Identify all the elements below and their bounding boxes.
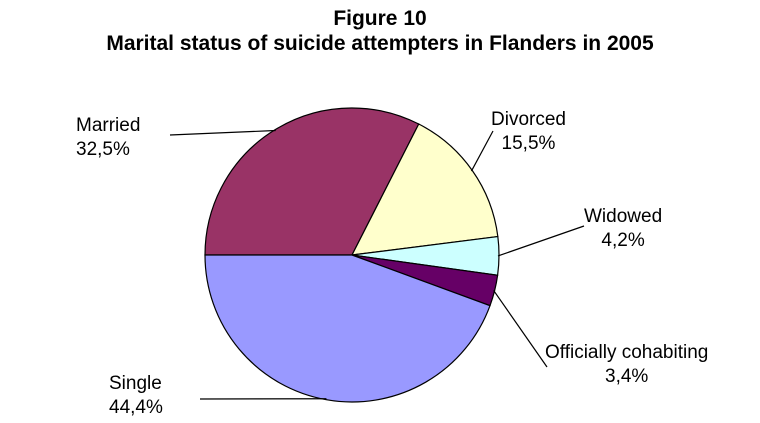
- pie-slice-married: [204, 107, 420, 256]
- slice-percent-married: 32,5%: [76, 139, 130, 160]
- leader-line-officially-cohabiting: [493, 290, 548, 368]
- leader-line-widowed: [497, 225, 585, 257]
- leader-line-divorced: [470, 130, 494, 172]
- slice-percent-single: 44,4%: [109, 397, 163, 418]
- slice-percent-widowed: 4,2%: [601, 230, 645, 251]
- slice-name-single: Single: [109, 373, 162, 394]
- leader-line-married: [169, 129, 276, 136]
- slice-name-married: Married: [76, 115, 141, 136]
- slice-name-divorced: Divorced: [491, 109, 566, 130]
- slice-label-married: Married 32,5%: [76, 114, 140, 162]
- slice-percent-officially-cohabiting: 3,4%: [605, 366, 649, 387]
- slice-label-divorced: Divorced 15,5%: [491, 108, 566, 156]
- slice-label-widowed: Widowed 4,2%: [584, 205, 662, 253]
- slice-label-officially-cohabiting: Officially cohabiting 3,4%: [545, 341, 708, 389]
- pie-slice-single: [204, 254, 491, 403]
- chart-subtitle: Marital status of suicide attempters in …: [106, 32, 654, 55]
- slice-name-officially-cohabiting: Officially cohabiting: [545, 342, 709, 363]
- slice-label-single: Single 44,4%: [109, 372, 163, 420]
- slice-name-widowed: Widowed: [584, 206, 663, 227]
- slice-percent-divorced: 15,5%: [501, 133, 556, 154]
- chart-title: Figure 10: [333, 7, 427, 30]
